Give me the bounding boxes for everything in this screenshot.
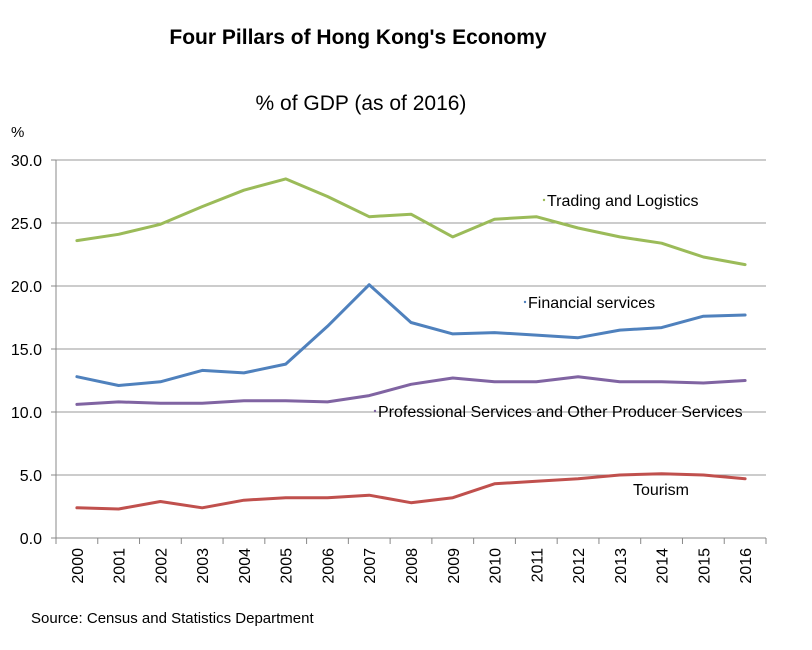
x-tick-label: 2005	[279, 548, 296, 584]
axes	[55, 160, 766, 539]
series-labels: Trading and Logistics Financial services P…	[373, 193, 743, 499]
series-label: Trading and Logistics	[547, 193, 699, 210]
y-tick-label: 5.0	[20, 468, 42, 485]
x-tick-label: 2007	[362, 548, 379, 584]
x-tick-label: 2003	[195, 548, 212, 584]
y-tick-labels: 0.0 5.0 10.0 15.0 20.0 25.0 30.0	[11, 153, 42, 548]
y-tick-label: 0.0	[20, 531, 42, 548]
series-line-3	[75, 472, 747, 511]
x-tick-label: 2013	[613, 548, 630, 584]
series-lines	[75, 177, 747, 511]
y-tick-label: 30.0	[11, 153, 42, 170]
source-note: Source: Census and Statistics Department	[31, 610, 314, 627]
x-tick-label: 2015	[696, 548, 713, 584]
x-tick-label: 2006	[320, 548, 337, 584]
x-tick-label: 2014	[655, 548, 672, 584]
series-line-2	[75, 375, 747, 406]
y-tick-label: 20.0	[11, 279, 42, 296]
y-tick-label: 25.0	[11, 216, 42, 233]
x-tick-label: 2011	[529, 548, 546, 583]
series-line-0	[75, 177, 747, 267]
x-tick-label: 2001	[112, 548, 129, 584]
series-label: Professional Services and Other Producer…	[378, 404, 743, 421]
series-line-1	[75, 283, 747, 387]
y-tick-label: 15.0	[11, 342, 42, 359]
series-label: Tourism	[633, 482, 689, 499]
series-label: Financial services	[528, 295, 655, 312]
y-axis-label: %	[11, 124, 24, 141]
x-tick-label: 2016	[738, 548, 755, 584]
x-tick-label: 2010	[488, 548, 505, 584]
x-tick-label: 2008	[404, 548, 421, 584]
x-tick-label: 2000	[70, 548, 87, 584]
series-label-marker	[373, 409, 377, 413]
x-tick-label: 2009	[446, 548, 463, 584]
x-tick-label: 2004	[237, 548, 254, 584]
chart-title: Four Pillars of Hong Kong's Economy	[169, 26, 547, 49]
chart-subtitle: % of GDP (as of 2016)	[255, 92, 467, 115]
series-label-marker	[523, 300, 527, 304]
series-label-marker	[542, 198, 546, 202]
x-tick-label: 2002	[153, 548, 170, 584]
y-tick-label: 10.0	[11, 405, 42, 422]
x-tick-labels: 2000 2001 2002 2003 2004 2005 2006 2007 2008 2009…	[55, 538, 767, 584]
x-tick-label: 2012	[571, 548, 588, 584]
